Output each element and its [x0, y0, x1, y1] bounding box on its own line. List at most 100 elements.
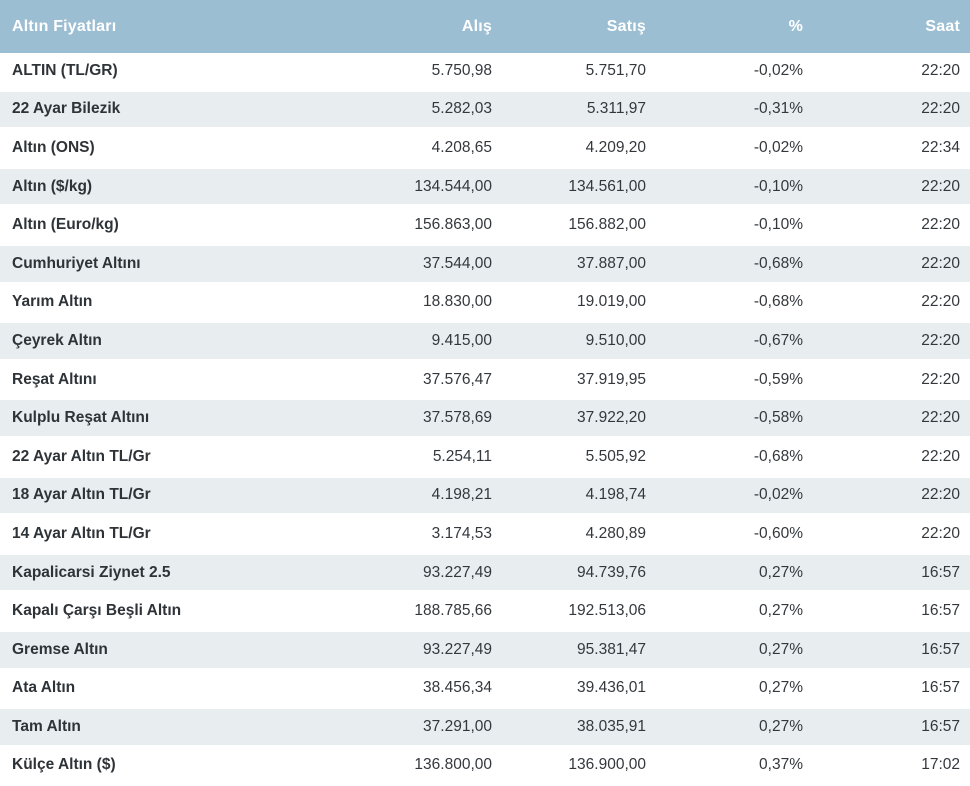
sell-price: 95.381,47 — [502, 630, 656, 671]
buy-price: 93.227,49 — [352, 630, 502, 671]
update-time: 22:34 — [813, 128, 970, 169]
sell-price: 156.882,00 — [502, 205, 656, 246]
table-row[interactable]: 14 Ayar Altın TL/Gr 3.174,53 4.280,89 -0… — [0, 514, 970, 555]
sell-price: 37.919,95 — [502, 360, 656, 401]
buy-price: 37.544,00 — [352, 244, 502, 285]
update-time: 22:20 — [813, 53, 970, 92]
sell-price: 136.900,00 — [502, 746, 656, 786]
header-time: Saat — [813, 0, 970, 53]
update-time: 22:20 — [813, 283, 970, 324]
table-row[interactable]: Altın (ONS) 4.208,65 4.209,20 -0,02% 22:… — [0, 128, 970, 169]
update-time: 22:20 — [813, 244, 970, 285]
sell-price: 5.505,92 — [502, 437, 656, 478]
change-percent: -0,31% — [656, 90, 813, 131]
sell-price: 19.019,00 — [502, 283, 656, 324]
change-percent: -0,68% — [656, 244, 813, 285]
instrument-name: Külçe Altın ($) — [0, 746, 352, 786]
update-time: 16:57 — [813, 669, 970, 710]
change-percent: -0,02% — [656, 128, 813, 169]
buy-price: 156.863,00 — [352, 205, 502, 246]
update-time: 17:02 — [813, 746, 970, 786]
update-time: 22:20 — [813, 476, 970, 517]
buy-price: 134.544,00 — [352, 167, 502, 208]
table-body: ALTIN (TL/GR) 5.750,98 5.751,70 -0,02% 2… — [0, 53, 970, 786]
instrument-name: Kapalicarsi Ziynet 2.5 — [0, 553, 352, 594]
table-row[interactable]: 22 Ayar Bilezik 5.282,03 5.311,97 -0,31%… — [0, 90, 970, 131]
table-row[interactable]: Çeyrek Altın 9.415,00 9.510,00 -0,67% 22… — [0, 321, 970, 362]
buy-price: 3.174,53 — [352, 514, 502, 555]
update-time: 22:20 — [813, 90, 970, 131]
update-time: 22:20 — [813, 360, 970, 401]
table-row[interactable]: 18 Ayar Altın TL/Gr 4.198,21 4.198,74 -0… — [0, 476, 970, 517]
buy-price: 136.800,00 — [352, 746, 502, 786]
instrument-name: Kulplu Reşat Altını — [0, 398, 352, 439]
update-time: 22:20 — [813, 398, 970, 439]
sell-price: 192.513,06 — [502, 591, 656, 632]
update-time: 16:57 — [813, 591, 970, 632]
update-time: 22:20 — [813, 437, 970, 478]
table-row[interactable]: Altın ($/kg) 134.544,00 134.561,00 -0,10… — [0, 167, 970, 208]
buy-price: 37.291,00 — [352, 707, 502, 748]
table-row[interactable]: Cumhuriyet Altını 37.544,00 37.887,00 -0… — [0, 244, 970, 285]
table-row[interactable]: Reşat Altını 37.576,47 37.919,95 -0,59% … — [0, 360, 970, 401]
buy-price: 4.208,65 — [352, 128, 502, 169]
change-percent: -0,60% — [656, 514, 813, 555]
instrument-name: Altın ($/kg) — [0, 167, 352, 208]
table-row[interactable]: Külçe Altın ($) 136.800,00 136.900,00 0,… — [0, 746, 970, 786]
table-row[interactable]: Tam Altın 37.291,00 38.035,91 0,27% 16:5… — [0, 707, 970, 748]
update-time: 22:20 — [813, 205, 970, 246]
instrument-name: ALTIN (TL/GR) — [0, 53, 352, 92]
header-title: Altın Fiyatları — [0, 0, 352, 53]
change-percent: -0,10% — [656, 205, 813, 246]
update-time: 22:20 — [813, 167, 970, 208]
buy-price: 18.830,00 — [352, 283, 502, 324]
instrument-name: Gremse Altın — [0, 630, 352, 671]
instrument-name: 22 Ayar Bilezik — [0, 90, 352, 131]
header-buy: Alış — [352, 0, 502, 53]
buy-price: 37.576,47 — [352, 360, 502, 401]
update-time: 16:57 — [813, 630, 970, 671]
sell-price: 4.198,74 — [502, 476, 656, 517]
change-percent: -0,59% — [656, 360, 813, 401]
buy-price: 5.750,98 — [352, 53, 502, 92]
instrument-name: Reşat Altını — [0, 360, 352, 401]
buy-price: 37.578,69 — [352, 398, 502, 439]
update-time: 22:20 — [813, 514, 970, 555]
instrument-name: Çeyrek Altın — [0, 321, 352, 362]
instrument-name: 14 Ayar Altın TL/Gr — [0, 514, 352, 555]
instrument-name: Cumhuriyet Altını — [0, 244, 352, 285]
instrument-name: Altın (Euro/kg) — [0, 205, 352, 246]
update-time: 16:57 — [813, 553, 970, 594]
sell-price: 37.922,20 — [502, 398, 656, 439]
header-row: Altın Fiyatları Alış Satış % Saat — [0, 0, 970, 53]
table-row[interactable]: Yarım Altın 18.830,00 19.019,00 -0,68% 2… — [0, 283, 970, 324]
table-row[interactable]: Ata Altın 38.456,34 39.436,01 0,27% 16:5… — [0, 669, 970, 710]
buy-price: 5.282,03 — [352, 90, 502, 131]
instrument-name: Altın (ONS) — [0, 128, 352, 169]
change-percent: 0,27% — [656, 669, 813, 710]
table-row[interactable]: Kulplu Reşat Altını 37.578,69 37.922,20 … — [0, 398, 970, 439]
table-row[interactable]: 22 Ayar Altın TL/Gr 5.254,11 5.505,92 -0… — [0, 437, 970, 478]
sell-price: 4.280,89 — [502, 514, 656, 555]
sell-price: 38.035,91 — [502, 707, 656, 748]
buy-price: 5.254,11 — [352, 437, 502, 478]
sell-price: 4.209,20 — [502, 128, 656, 169]
change-percent: 0,27% — [656, 591, 813, 632]
table-row[interactable]: ALTIN (TL/GR) 5.750,98 5.751,70 -0,02% 2… — [0, 53, 970, 92]
instrument-name: Kapalı Çarşı Beşli Altın — [0, 591, 352, 632]
table-row[interactable]: Kapalicarsi Ziynet 2.5 93.227,49 94.739,… — [0, 553, 970, 594]
sell-price: 37.887,00 — [502, 244, 656, 285]
table-row[interactable]: Altın (Euro/kg) 156.863,00 156.882,00 -0… — [0, 205, 970, 246]
change-percent: -0,68% — [656, 437, 813, 478]
change-percent: 0,37% — [656, 746, 813, 786]
instrument-name: Ata Altın — [0, 669, 352, 710]
change-percent: 0,27% — [656, 553, 813, 594]
change-percent: -0,58% — [656, 398, 813, 439]
table-row[interactable]: Gremse Altın 93.227,49 95.381,47 0,27% 1… — [0, 630, 970, 671]
change-percent: -0,02% — [656, 53, 813, 92]
change-percent: -0,10% — [656, 167, 813, 208]
update-time: 22:20 — [813, 321, 970, 362]
table-row[interactable]: Kapalı Çarşı Beşli Altın 188.785,66 192.… — [0, 591, 970, 632]
